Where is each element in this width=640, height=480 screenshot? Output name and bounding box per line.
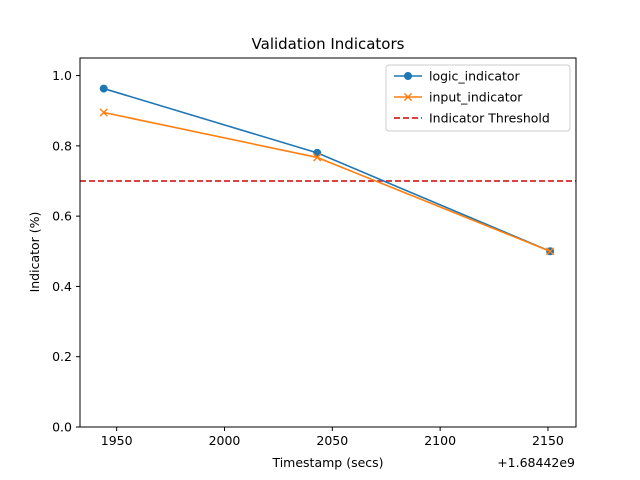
x-tick-label: 2050 [316, 433, 348, 448]
legend-marker [404, 72, 412, 80]
legend-entry: logic_indicator [394, 69, 521, 84]
x-tick-label: 2100 [424, 433, 456, 448]
legend-entry: input_indicator [394, 90, 523, 105]
y-tick-label: 1.0 [52, 68, 72, 83]
data-point-logic-indicator [99, 84, 108, 93]
plot-area [80, 84, 576, 256]
x-tick-label: 2150 [532, 433, 564, 448]
legend-label: logic_indicator [429, 69, 521, 84]
x-tick-label: 2000 [209, 433, 241, 448]
legend-box [385, 64, 571, 132]
y-tick-label: 0.6 [52, 209, 72, 224]
axes: 1950 2000 2050 2100 2150 0.0 0.2 0.4 0.6 0.8 1.0 [52, 57, 577, 448]
x-axis-label: Timestamp (secs) [271, 455, 383, 470]
legend-marker [403, 92, 413, 102]
legend-label: Indicator Threshold [429, 111, 550, 126]
legend-entry: Indicator Threshold [394, 111, 550, 126]
y-tick-label: 0.8 [52, 138, 72, 153]
x-axis-offset-label: +1.68442e9 [497, 455, 575, 470]
chart-title: Validation Indicators [252, 35, 405, 53]
y-tick-label: 0.0 [52, 420, 72, 435]
axes-frame [79, 57, 577, 428]
legend: logic_indicator input_indicator Indicator … [385, 64, 571, 132]
y-tick-label: 0.4 [52, 279, 72, 294]
legend-label: input_indicator [429, 90, 523, 105]
x-tick-label: 1950 [101, 433, 133, 448]
y-tick-label: 0.2 [52, 349, 72, 364]
data-point-input-indicator [546, 247, 555, 256]
y-axis-label: Indicator (%) [27, 212, 42, 293]
data-point-input-indicator [313, 153, 322, 162]
data-point-logic-indicator [313, 148, 322, 157]
data-point-input-indicator [99, 108, 108, 117]
